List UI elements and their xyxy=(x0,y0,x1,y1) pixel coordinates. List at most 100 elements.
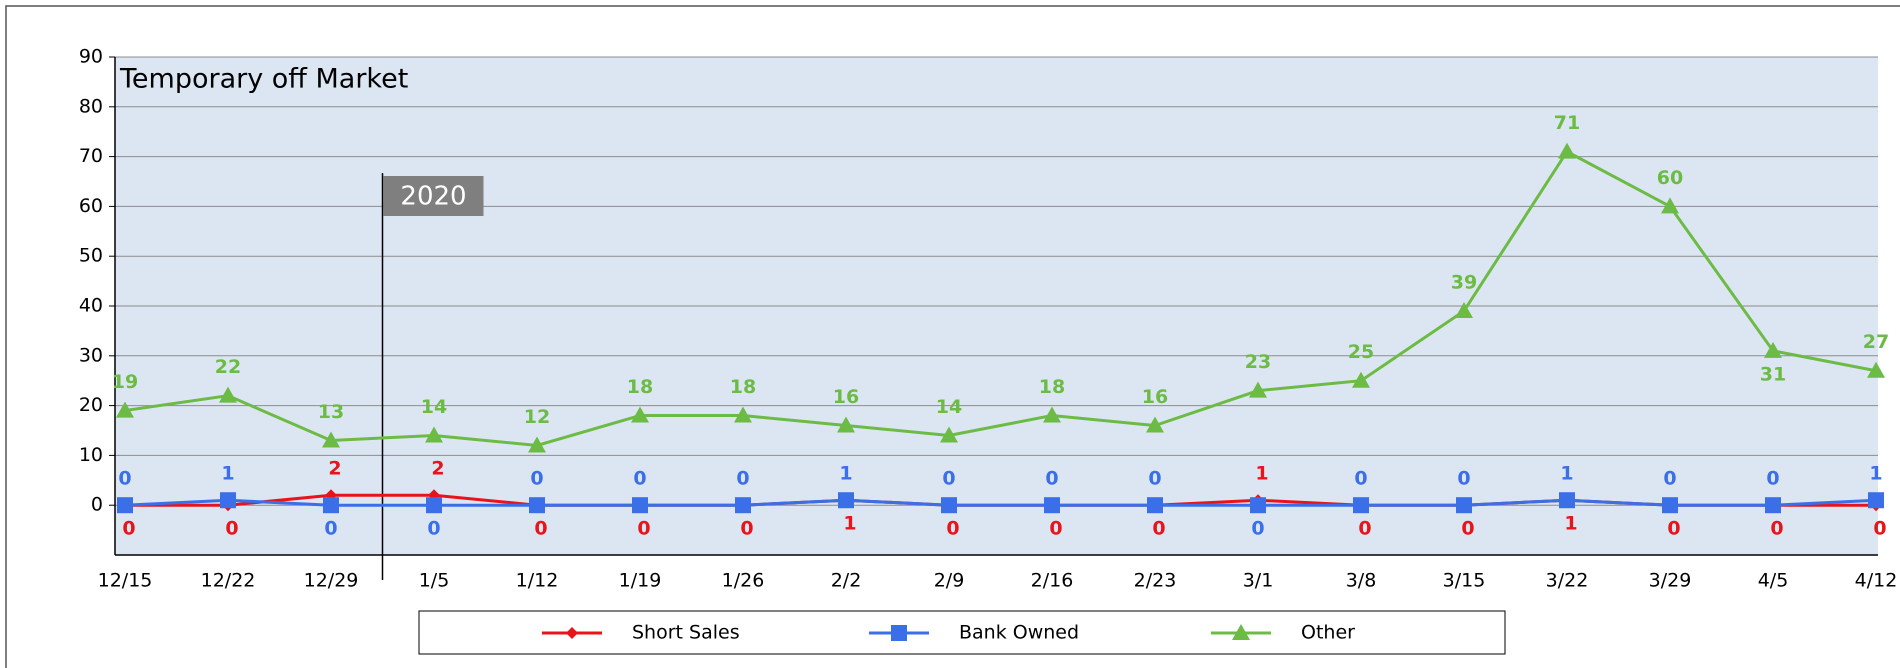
data-label: 25 xyxy=(1348,341,1374,363)
marker xyxy=(219,386,237,403)
x-tick-label: 2/16 xyxy=(1031,570,1074,592)
marker xyxy=(1146,416,1164,433)
marker xyxy=(1661,197,1679,214)
data-label: 0 xyxy=(1354,468,1367,490)
data-label: 0 xyxy=(946,518,959,540)
data-label: 0 xyxy=(1457,468,1470,490)
data-label: 1 xyxy=(1869,463,1882,485)
marker xyxy=(735,497,751,514)
x-tick-label: 2/9 xyxy=(934,570,965,592)
data-label: 22 xyxy=(215,356,241,378)
data-label: 0 xyxy=(1766,468,1779,490)
x-tick-label: 4/5 xyxy=(1758,570,1789,592)
legend-marker xyxy=(891,625,907,641)
marker xyxy=(1662,497,1678,514)
marker xyxy=(220,492,236,509)
data-label: 0 xyxy=(1770,518,1783,540)
marker xyxy=(1558,142,1576,159)
y-tick-label: 20 xyxy=(79,394,103,416)
marker xyxy=(838,492,854,509)
y-tick-label: 10 xyxy=(79,444,103,466)
data-label: 2 xyxy=(431,458,444,480)
x-tick-label: 1/12 xyxy=(516,570,559,592)
x-tick-label: 3/22 xyxy=(1546,570,1589,592)
data-label: 18 xyxy=(627,376,653,398)
data-label: 14 xyxy=(936,396,962,418)
marker xyxy=(323,497,339,514)
data-label: 39 xyxy=(1451,271,1477,293)
data-label: 0 xyxy=(427,518,440,540)
data-label: 0 xyxy=(942,468,955,490)
data-label: 1 xyxy=(1560,463,1573,485)
data-label: 16 xyxy=(1142,386,1168,408)
x-tick-label: 1/19 xyxy=(619,570,662,592)
marker xyxy=(1765,497,1781,514)
x-tick-label: 12/15 xyxy=(98,570,153,592)
marker xyxy=(1559,492,1575,509)
marker xyxy=(529,497,545,514)
marker xyxy=(1249,381,1267,398)
series-line xyxy=(124,498,1877,507)
marker xyxy=(631,406,649,423)
frame xyxy=(5,5,1900,668)
chart-title: Temporary off Market xyxy=(119,64,408,95)
marker xyxy=(116,401,134,418)
marker xyxy=(1352,371,1370,388)
y-tick-label: 70 xyxy=(79,145,103,167)
data-label: 0 xyxy=(1152,518,1165,540)
x-tick-label: 4/12 xyxy=(1855,570,1898,592)
x-tick-label: 12/22 xyxy=(201,570,256,592)
data-label: 23 xyxy=(1245,351,1271,373)
data-label: 0 xyxy=(740,518,753,540)
marker xyxy=(528,436,546,453)
annotation-box xyxy=(383,176,484,216)
series-line xyxy=(124,149,1877,447)
marker xyxy=(1250,497,1266,514)
data-label: 1 xyxy=(839,463,852,485)
data-label: 0 xyxy=(1045,468,1058,490)
marker xyxy=(322,431,340,448)
y-tick-label: 30 xyxy=(79,344,103,366)
marker xyxy=(632,497,648,514)
data-label: 71 xyxy=(1554,112,1580,134)
legend-label: Other xyxy=(1301,622,1355,644)
marker xyxy=(1867,361,1885,378)
data-label: 27 xyxy=(1863,331,1889,353)
data-label: 0 xyxy=(637,518,650,540)
data-label: 1 xyxy=(1255,463,1268,485)
marker xyxy=(1353,497,1369,514)
x-tick-label: 12/29 xyxy=(304,570,359,592)
y-tick-label: 50 xyxy=(79,245,103,267)
data-label: 19 xyxy=(112,371,138,393)
data-label: 12 xyxy=(524,406,550,428)
y-tick-label: 0 xyxy=(91,494,103,516)
legend-marker xyxy=(566,627,578,639)
data-label: 0 xyxy=(1049,518,1062,540)
marker xyxy=(734,406,752,423)
marker xyxy=(1044,497,1060,514)
x-tick-label: 1/5 xyxy=(419,570,450,592)
x-tick-label: 2/23 xyxy=(1134,570,1177,592)
data-label: 0 xyxy=(736,468,749,490)
x-tick-label: 1/26 xyxy=(722,570,765,592)
marker xyxy=(1147,497,1163,514)
data-label: 13 xyxy=(318,401,344,423)
y-tick-label: 90 xyxy=(79,46,103,68)
data-label: 0 xyxy=(1663,468,1676,490)
data-label: 31 xyxy=(1760,363,1786,385)
marker xyxy=(940,426,958,443)
marker xyxy=(941,497,957,514)
marker xyxy=(1043,406,1061,423)
data-label: 1 xyxy=(221,463,234,485)
marker xyxy=(1868,492,1884,509)
data-label: 0 xyxy=(1461,518,1474,540)
legend-label: Short Sales xyxy=(632,622,740,644)
data-label: 0 xyxy=(1873,518,1886,540)
marker xyxy=(426,497,442,514)
data-label: 18 xyxy=(730,376,756,398)
data-label: 0 xyxy=(1251,518,1264,540)
marker xyxy=(1764,341,1782,358)
legend-marker xyxy=(1232,624,1250,640)
x-tick-label: 2/2 xyxy=(831,570,862,592)
